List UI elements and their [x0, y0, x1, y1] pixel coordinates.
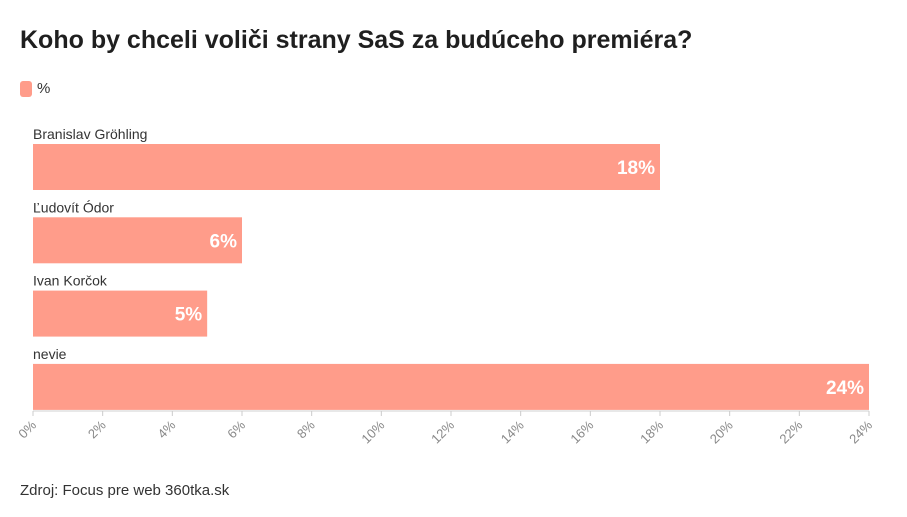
- category-label: nevie: [33, 346, 67, 362]
- category-label: Ivan Korčok: [33, 273, 108, 289]
- legend-label: %: [37, 80, 51, 97]
- x-tick-label: 8%: [294, 417, 318, 441]
- category-label: Ľudovít Ódor: [33, 199, 114, 215]
- x-tick-label: 12%: [428, 417, 457, 446]
- bar-value-label: 24%: [826, 378, 864, 399]
- x-tick-label: 0%: [15, 417, 39, 441]
- legend: %: [20, 80, 50, 97]
- x-tick-label: 20%: [707, 417, 736, 446]
- x-tick-label: 24%: [846, 417, 875, 446]
- bar-chart: Branislav Gröhling 18% Ľudovít Ódor 6% Ivan …: [15, 126, 875, 447]
- x-tick-label: 4%: [155, 417, 179, 441]
- x-tick-label: 22%: [776, 417, 805, 446]
- x-tick-label: 6%: [224, 417, 248, 441]
- bar-value-label: 18%: [617, 158, 655, 179]
- x-tick-label: 18%: [637, 417, 666, 446]
- category-label: Branislav Gröhling: [33, 126, 147, 142]
- bar: [33, 290, 208, 337]
- bar: [33, 363, 869, 410]
- chart-title: Koho by chceli voliči strany SaS za budú…: [20, 26, 693, 54]
- x-tick-label: 2%: [85, 417, 109, 441]
- bar: [33, 144, 660, 190]
- source-note: Zdroj: Focus pre web 360tka.sk: [20, 482, 230, 499]
- legend-swatch: [20, 80, 32, 97]
- x-tick-label: 16%: [567, 417, 596, 446]
- bar-value-label: 5%: [175, 305, 203, 326]
- x-tick-label: 10%: [358, 417, 387, 446]
- bar-value-label: 6%: [210, 231, 238, 252]
- bar: [33, 217, 242, 264]
- x-tick-label: 14%: [498, 417, 527, 446]
